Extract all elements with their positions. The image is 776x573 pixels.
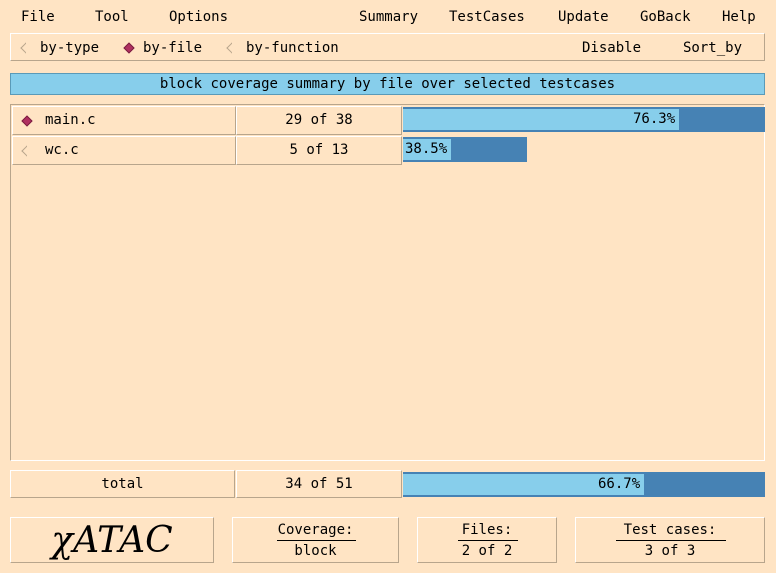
radio-by-function[interactable]: by-function bbox=[226, 40, 339, 56]
coverage-percent: 38.5% bbox=[405, 141, 448, 157]
summary-header: block coverage summary by file over sele… bbox=[10, 73, 765, 95]
menubar: File Tool Options Summary TestCases Upda… bbox=[0, 0, 776, 32]
menu-summary[interactable]: Summary bbox=[359, 9, 419, 25]
menu-options[interactable]: Options bbox=[169, 9, 229, 25]
radio-by-type-label: by-type bbox=[40, 40, 100, 56]
total-label: total bbox=[10, 470, 235, 498]
total-coverage-bar: 66.7% bbox=[403, 472, 765, 497]
coverage-percent: 76.3% bbox=[633, 111, 676, 127]
disable-button[interactable]: Disable bbox=[582, 40, 642, 56]
menu-tool[interactable]: Tool bbox=[95, 9, 129, 25]
radio-by-file-label: by-file bbox=[143, 40, 203, 56]
list-item[interactable]: wc.c bbox=[12, 136, 236, 165]
file-name: wc.c bbox=[45, 142, 79, 158]
coverage-bar: 76.3% bbox=[403, 107, 765, 132]
selected-marker-icon bbox=[21, 114, 33, 127]
radio-by-function-label: by-function bbox=[246, 40, 339, 56]
radio-off-icon bbox=[20, 42, 32, 54]
coverage-bar-fill bbox=[403, 139, 451, 160]
app-logo: χATAC bbox=[10, 517, 214, 563]
total-count: 34 of 51 bbox=[236, 470, 402, 498]
menu-help[interactable]: Help bbox=[722, 9, 756, 25]
files-value: 2 of 2 bbox=[461, 543, 513, 559]
divider bbox=[458, 540, 518, 541]
unselected-marker-icon bbox=[21, 144, 33, 157]
total-percent: 66.7% bbox=[598, 476, 641, 492]
coverage-list[interactable]: main.c 29 of 38 76.3% wc.c 5 of 13 38.5% bbox=[10, 104, 765, 461]
coverage-bar: 38.5% bbox=[403, 137, 527, 162]
coverage-info[interactable]: Coverage: block bbox=[232, 517, 399, 563]
sort-by-button[interactable]: Sort_by bbox=[683, 40, 743, 56]
divider bbox=[616, 540, 726, 541]
menu-update[interactable]: Update bbox=[558, 9, 609, 25]
radio-on-icon bbox=[123, 42, 135, 54]
coverage-title: Coverage: bbox=[277, 522, 354, 538]
file-name: main.c bbox=[45, 112, 96, 128]
view-mode-bar: by-type by-file by-function Disable Sort… bbox=[10, 33, 765, 61]
file-count: 5 of 13 bbox=[236, 136, 402, 165]
divider bbox=[277, 540, 356, 541]
coverage-bar-fill bbox=[403, 109, 679, 130]
radio-off-icon bbox=[226, 42, 238, 54]
coverage-value: block bbox=[294, 543, 337, 559]
file-count: 29 of 38 bbox=[236, 106, 402, 135]
files-info[interactable]: Files: 2 of 2 bbox=[417, 517, 557, 563]
testcases-info[interactable]: Test cases: 3 of 3 bbox=[575, 517, 765, 563]
list-item[interactable]: main.c bbox=[12, 106, 236, 135]
files-title: Files: bbox=[461, 522, 513, 538]
total-bar-fill bbox=[403, 474, 644, 495]
testcases-title: Test cases: bbox=[623, 522, 717, 538]
testcases-value: 3 of 3 bbox=[644, 543, 696, 559]
menu-file[interactable]: File bbox=[21, 9, 55, 25]
radio-by-type[interactable]: by-type bbox=[20, 40, 100, 56]
radio-by-file[interactable]: by-file bbox=[123, 40, 203, 56]
menu-testcases[interactable]: TestCases bbox=[449, 9, 525, 25]
menu-goback[interactable]: GoBack bbox=[640, 9, 691, 25]
